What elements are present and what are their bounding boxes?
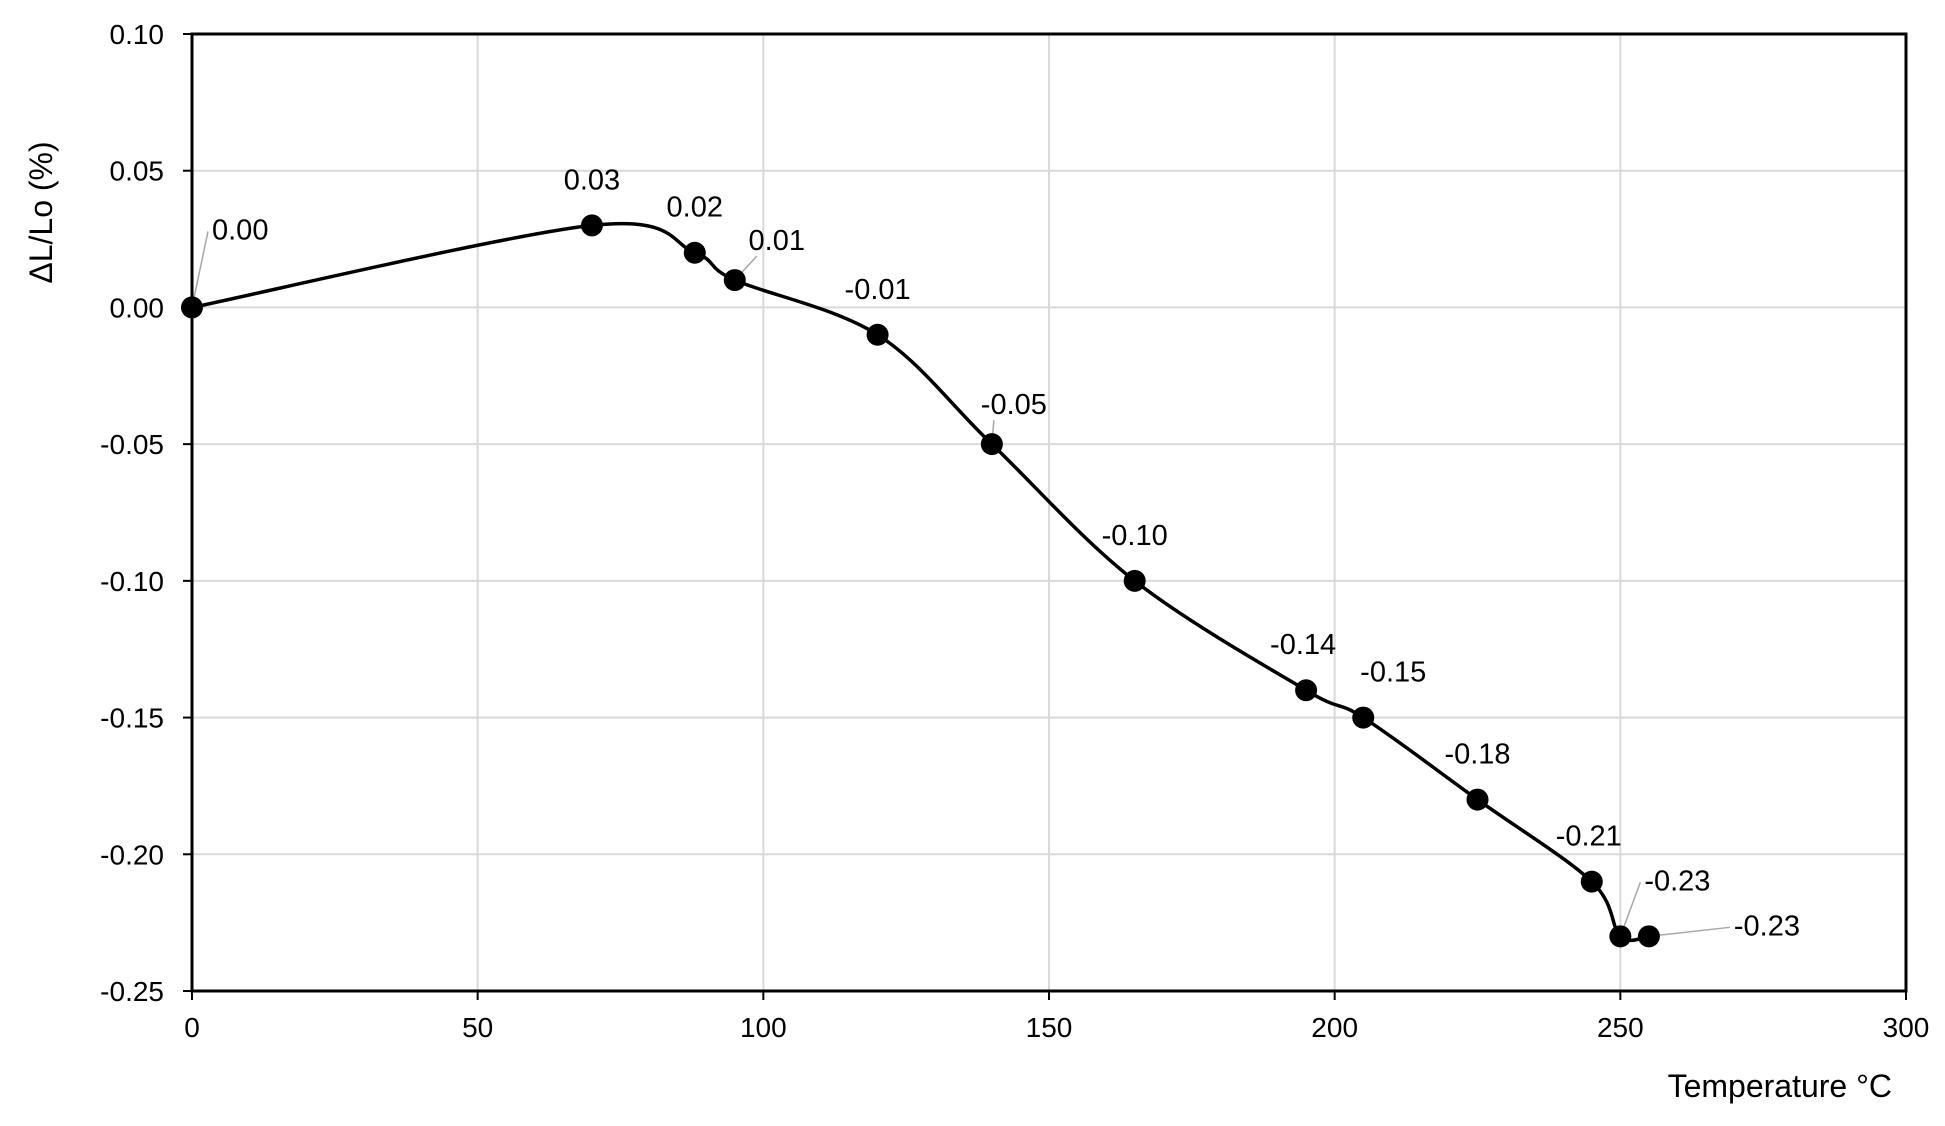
y-tick-label: 0.05 [110, 156, 165, 187]
data-point [980, 433, 1003, 456]
y-tick-label: -0.10 [100, 566, 164, 597]
data-label: 0.03 [564, 164, 620, 196]
gridlines [192, 34, 1906, 991]
data-label: -0.10 [1102, 520, 1168, 552]
x-tick-label: 50 [462, 1012, 493, 1043]
data-point [1352, 706, 1375, 729]
data-label: -0.21 [1556, 821, 1622, 853]
data-label: -0.23 [1734, 910, 1800, 942]
data-label: 0.01 [749, 225, 805, 257]
series-line [191, 221, 1650, 943]
leader-line [191, 231, 209, 308]
data-point [1580, 870, 1603, 893]
data-point [723, 269, 746, 292]
data-point [181, 296, 203, 319]
data-points [181, 214, 1660, 948]
data-point [580, 214, 603, 237]
data-point [1123, 569, 1146, 592]
y-axis-title: ΔL/Lo (%) [23, 141, 59, 283]
data-label: 0.02 [667, 192, 723, 224]
data-point [1295, 679, 1318, 702]
x-axis-title: Temperature °C [1668, 1068, 1892, 1104]
data-label: -0.14 [1270, 629, 1336, 661]
y-tick-label: 0.00 [110, 292, 165, 323]
x-tick-label: 0 [184, 1012, 200, 1043]
data-point [683, 241, 706, 264]
x-tick-label: 100 [740, 1012, 787, 1043]
y-tick-label: -0.20 [100, 839, 164, 870]
data-point [866, 323, 889, 346]
y-tick-label: 0.10 [110, 19, 165, 50]
leader-lines [191, 231, 1730, 938]
y-axis-ticks: 0.10 0.05 0.00 -0.05 -0.10 -0.15 -0.20 -0.25 [100, 19, 192, 1007]
y-tick-label: -0.05 [100, 429, 164, 460]
data-label: -0.05 [981, 389, 1047, 421]
x-tick-label: 250 [1597, 1012, 1644, 1043]
x-axis-ticks: 0 50 100 150 200 250 300 [184, 991, 1929, 1043]
y-tick-label: -0.25 [100, 976, 164, 1007]
data-point [1609, 925, 1632, 948]
data-label: 0.00 [212, 214, 268, 246]
data-label: -0.01 [845, 274, 911, 306]
data-label: -0.18 [1444, 739, 1510, 771]
data-label: -0.15 [1360, 657, 1426, 689]
x-tick-label: 150 [1026, 1012, 1073, 1043]
y-tick-label: -0.15 [100, 703, 164, 734]
leader-line [1648, 926, 1730, 938]
data-labels: 0.00 0.03 0.02 0.01 -0.01 -0.05 -0.10 -0.14 -0.1… [212, 164, 1800, 942]
x-tick-label: 200 [1311, 1012, 1358, 1043]
x-tick-label: 300 [1883, 1012, 1930, 1043]
data-point [1466, 788, 1489, 811]
data-point [1637, 925, 1660, 948]
data-label: -0.23 [1644, 865, 1710, 897]
